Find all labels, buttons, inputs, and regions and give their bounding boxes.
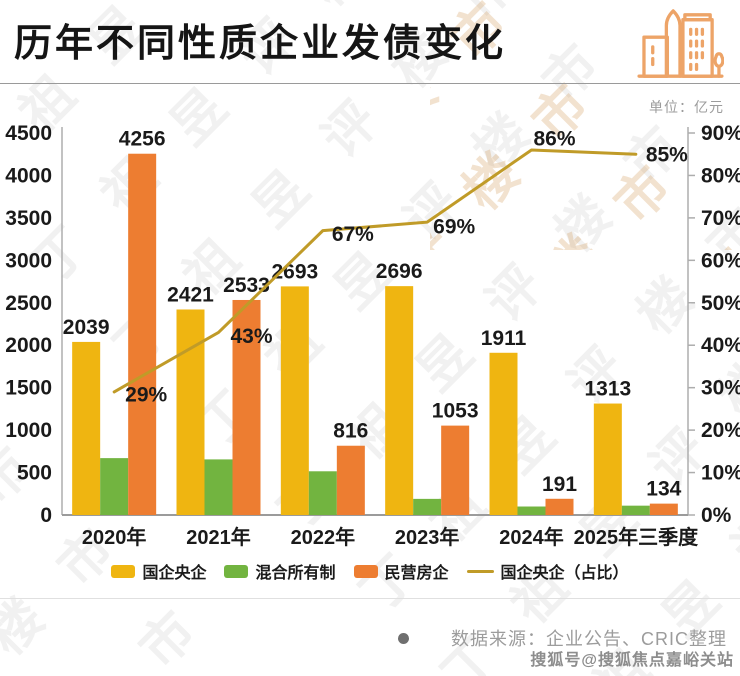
svg-text:0%: 0% [701,504,732,527]
axis-right-labels: 0% 10% 20% 30% 40% 50% 60% 70% 80% 90% [688,122,740,527]
legend-swatch-state-owned [111,564,136,578]
bar-2-4 [545,498,574,515]
svg-text:2023年: 2023年 [395,525,460,549]
bar-0-2 [280,286,309,515]
svg-text:2533: 2533 [223,274,270,297]
dot-icon [398,632,409,644]
axis-left-labels: 0 500 1000 1500 2000 2500 3000 3500 4000 4500 [5,122,52,527]
svg-text:40%: 40% [701,334,740,357]
buildings-icon [637,9,724,78]
svg-text:2039: 2039 [63,316,110,339]
svg-text:3000: 3000 [5,249,52,272]
svg-text:90%: 90% [701,122,740,145]
svg-text:60%: 60% [701,249,740,272]
legend-swatch-ratio-line [466,569,494,573]
svg-text:80%: 80% [701,164,740,187]
legend-label: 混合所有制 [255,565,336,582]
svg-text:50%: 50% [701,292,740,315]
svg-text:2021年: 2021年 [186,525,251,549]
bond-issuance-chart: 0 500 1000 1500 2000 2500 3000 3500 4000 4500 0% 10… [5,122,740,549]
svg-text:1500: 1500 [5,377,52,400]
header-divider [0,83,740,84]
unit-label: 单位：亿元 [649,99,724,115]
svg-text:85%: 85% [646,144,688,167]
svg-text:2693: 2693 [271,260,318,283]
svg-text:2500: 2500 [5,292,52,315]
bar-0-0 [72,341,101,515]
bar-2-5 [649,503,678,515]
svg-text:67%: 67% [332,223,374,246]
sohu-watermark: 搜狐号@搜狐焦点嘉峪关站 [530,652,734,669]
bar-2-2 [336,445,365,515]
bar-series-1 [100,458,650,515]
svg-text:2421: 2421 [167,283,214,306]
footer-divider [0,598,740,599]
svg-text:1911: 1911 [481,327,527,350]
legend-label: 国企央企（占比） [500,565,629,582]
bar-0-4 [489,352,518,515]
axis-x-labels: 2020年 2021年 2022年 2023年 2024年 2025年三季度 [82,525,699,549]
source-text: 数据来源：企业公告、CRIC整理 [451,629,727,649]
svg-text:1000: 1000 [5,419,52,442]
svg-text:2000: 2000 [5,334,52,357]
svg-text:4000: 4000 [5,164,52,187]
axes [61,127,689,516]
bar-series-0 [72,286,622,515]
ratio-line-labels: 29% 43% 67% 69% 86% 85% [125,127,688,406]
bar-labels-2: 4256 2533 816 1053 191 134 [119,128,682,501]
bar-2-1 [232,299,261,515]
bar-1-4 [517,506,546,515]
svg-text:1313: 1313 [584,378,631,401]
legend-swatch-mixed [224,564,249,578]
svg-text:1053: 1053 [432,400,479,423]
bar-labels-0: 2039 2421 2693 2696 1911 1313 [63,260,631,400]
legend-item-ratio-line: 国企央企（占比） [466,559,629,583]
chart-legend: 国企央企 混合所有制 民营房企 国企央企（占比） [0,559,740,583]
svg-text:500: 500 [17,462,52,485]
svg-text:10%: 10% [701,462,740,485]
svg-text:70%: 70% [701,207,740,230]
bar-2-0 [128,153,157,515]
bar-1-3 [413,498,442,515]
bar-1-1 [204,459,233,515]
bar-1-5 [621,505,650,515]
svg-text:2022年: 2022年 [291,525,356,549]
svg-text:30%: 30% [701,377,740,400]
legend-item-mixed: 混合所有制 [224,559,336,583]
svg-text:134: 134 [646,478,681,501]
svg-text:2696: 2696 [376,260,423,283]
svg-text:2025年三季度: 2025年三季度 [574,525,699,549]
legend-item-private: 民营房企 [353,559,449,583]
bar-2-3 [441,425,470,515]
legend-swatch-private [353,564,378,578]
legend-label: 民营房企 [384,565,449,582]
source-row: 数据来源：企业公告、CRIC整理 [0,625,727,651]
svg-text:4256: 4256 [119,128,166,151]
bar-0-1 [176,309,205,515]
bar-0-5 [593,403,622,515]
legend-label: 国企央企 [142,565,207,582]
svg-text:86%: 86% [534,127,576,150]
legend-item-state-owned: 国企央企 [111,559,206,583]
svg-text:20%: 20% [701,419,740,442]
svg-text:2020年: 2020年 [82,525,147,549]
svg-text:191: 191 [542,473,577,496]
bar-1-0 [100,458,129,515]
svg-text:0: 0 [40,504,52,527]
svg-text:29%: 29% [125,383,167,406]
svg-text:69%: 69% [433,216,475,239]
bar-0-3 [385,286,414,515]
svg-text:3500: 3500 [5,207,52,230]
page-title: 历年不同性质企业发债变化 [14,23,507,65]
bar-1-2 [308,471,337,515]
svg-text:816: 816 [333,420,368,443]
svg-text:2024年: 2024年 [499,525,564,549]
bar-series-2 [128,153,678,515]
svg-text:4500: 4500 [5,122,52,145]
ratio-line [112,148,638,394]
svg-text:43%: 43% [231,325,273,348]
